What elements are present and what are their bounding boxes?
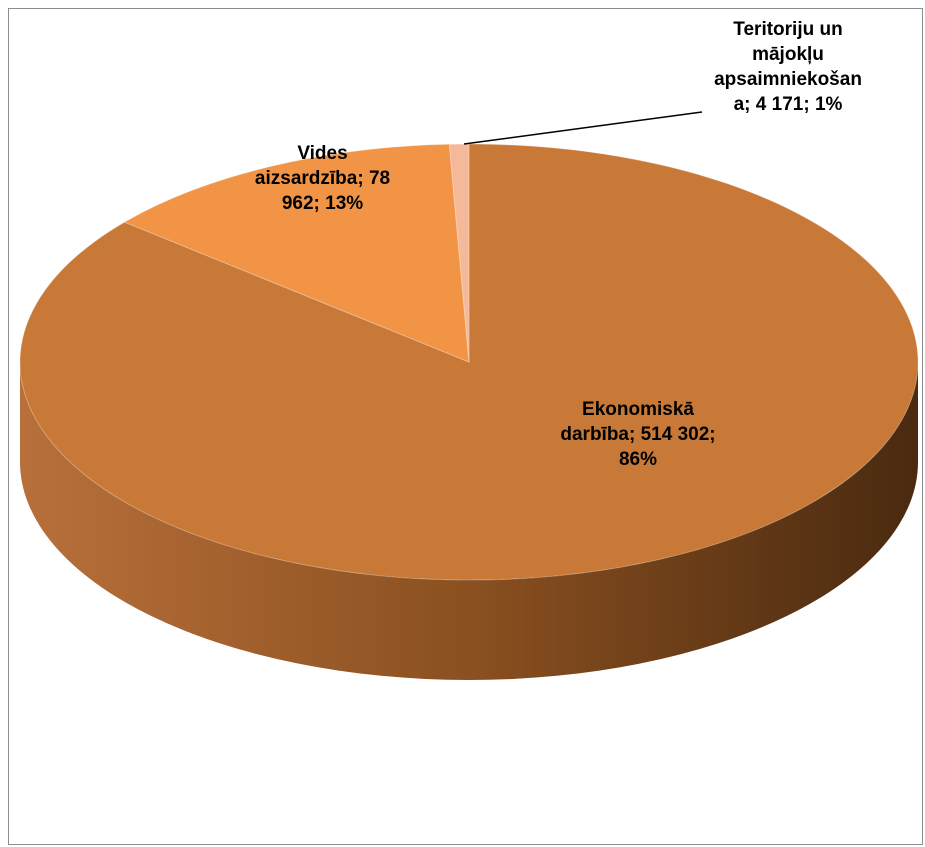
label-part: 4 171 xyxy=(755,94,804,115)
label-part: 86% xyxy=(618,449,658,470)
label-part: ; xyxy=(803,94,815,115)
label-part: 78 962 xyxy=(281,168,391,214)
chart-border xyxy=(8,8,923,845)
label-part: ; xyxy=(629,424,641,445)
pie-side xyxy=(20,362,918,680)
label-part: ; xyxy=(313,193,326,214)
label-part: Ekonomiskā darbība xyxy=(560,399,694,445)
data-label: Vides aizsardzība; 78 962; 13% xyxy=(245,141,400,216)
data-label: Teritoriju un mājokļu apsaimniekošana; 4… xyxy=(712,17,864,117)
label-part: ; xyxy=(357,168,369,189)
label-part: ; xyxy=(744,94,756,115)
label-part: 13% xyxy=(325,193,364,214)
label-part: Teritoriju un mājokļu apsaimniekošana xyxy=(714,19,862,115)
label-part: Vides aizsardzība xyxy=(254,143,358,189)
label-part: ; xyxy=(709,424,716,445)
label-part: 1% xyxy=(814,94,843,115)
pie-slice xyxy=(19,143,919,581)
label-part: 514 302 xyxy=(640,424,710,445)
pie-slice xyxy=(123,143,470,363)
data-label: Ekonomiskā darbība; 514 302; 86% xyxy=(558,397,718,472)
leader-line xyxy=(463,111,703,145)
